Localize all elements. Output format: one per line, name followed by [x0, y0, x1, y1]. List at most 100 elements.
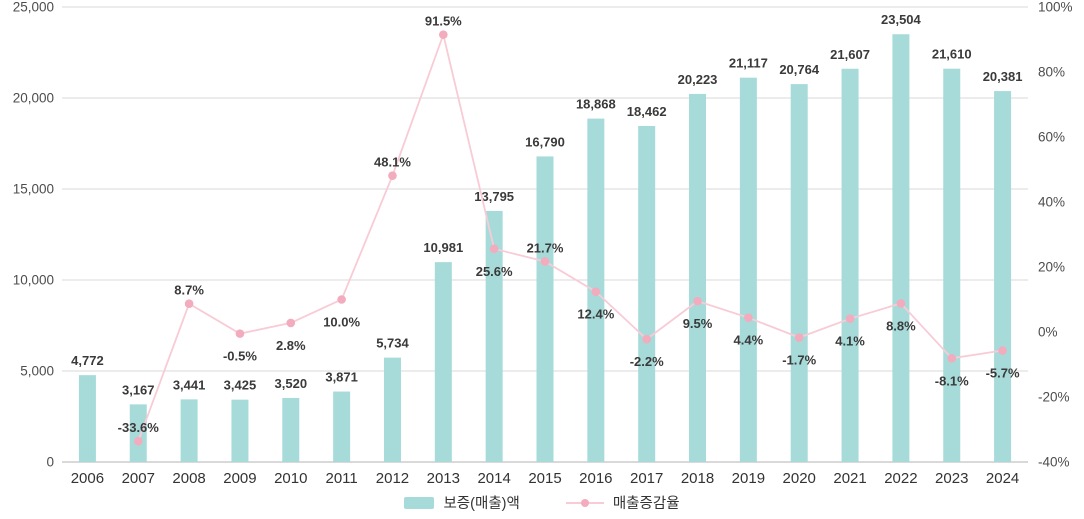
line-marker [998, 346, 1007, 355]
growth-value-label: 8.8% [886, 318, 916, 333]
bar [485, 210, 503, 462]
growth-value-label: -8.1% [935, 373, 969, 388]
x-axis-year-label: 2022 [884, 470, 917, 487]
growth-value-label: 21.7% [527, 240, 564, 255]
bar [383, 357, 401, 462]
right-axis-tick: 20% [1038, 260, 1065, 275]
bar [536, 156, 554, 462]
left-axis-tick: 15,000 [13, 182, 54, 197]
bar [892, 34, 910, 462]
left-axis-tick: 10,000 [13, 273, 54, 288]
x-axis-year-label: 2006 [71, 470, 104, 487]
x-axis-year-label: 2016 [579, 470, 612, 487]
left-axis-tick: 5,000 [20, 364, 54, 379]
x-axis-year-label: 2010 [274, 470, 307, 487]
x-axis-year-label: 2014 [477, 470, 510, 487]
bar [841, 68, 859, 463]
line-marker [896, 299, 906, 308]
x-axis-year-label: 2009 [223, 470, 256, 487]
x-axis-year-label: 2008 [172, 470, 205, 487]
bar-value-label: 21,610 [932, 47, 972, 62]
line-marker [133, 436, 143, 446]
right-axis-tick: 0% [1038, 325, 1058, 340]
x-axis-year-label: 2021 [833, 470, 866, 487]
bar [638, 125, 656, 462]
growth-value-label: 12.4% [577, 307, 614, 322]
bar [333, 391, 351, 462]
x-axis-year-label: 2015 [528, 470, 561, 487]
line-marker [184, 299, 194, 309]
bar [129, 404, 147, 462]
growth-value-label: 4.1% [835, 334, 865, 349]
bar-value-labels: 4,772 3,167 3,441 3,425 3,520 3,871 5,734 10,98… [71, 12, 1022, 397]
right-axis-tick: 80% [1038, 65, 1065, 80]
growth-value-label: 91.5% [425, 14, 462, 29]
x-axis-year-label: 2012 [376, 470, 409, 487]
line-marker [591, 287, 601, 297]
growth-value-label: -2.2% [630, 354, 664, 369]
line-marker [845, 314, 855, 323]
growth-value-label: -1.7% [782, 353, 816, 368]
bar [434, 262, 452, 462]
bar [78, 375, 96, 462]
bar [790, 84, 808, 462]
line-marker [947, 354, 957, 363]
line-marker [439, 30, 448, 39]
bar-value-label: 3,520 [275, 376, 308, 391]
x-axis-year-label: 2017 [630, 470, 663, 487]
growth-value-label: 9.5% [683, 316, 713, 331]
bar-value-label: 21,607 [830, 47, 870, 62]
growth-value-label: 2.8% [276, 338, 306, 353]
bar [943, 68, 961, 462]
bar [231, 399, 249, 462]
x-axis-year-label: 2019 [732, 470, 765, 487]
growth-value-label: 8.7% [174, 283, 204, 298]
growth-value-label: 4.4% [734, 333, 764, 348]
x-axis-year-label: 2011 [325, 470, 357, 487]
right-axis-tick: 60% [1038, 130, 1065, 145]
growth-value-label: 10.0% [323, 315, 360, 330]
bar-value-label: 16,790 [525, 134, 565, 149]
line-marker [388, 171, 397, 180]
bar-value-label: 20,223 [678, 72, 718, 87]
line-marker [337, 295, 346, 304]
x-axis-year-label: 2007 [122, 470, 155, 487]
growth-value-label: -33.6% [118, 420, 160, 435]
bar [994, 91, 1012, 463]
bar [739, 77, 757, 463]
growth-value-label: -0.5% [223, 349, 257, 364]
line-marker [489, 244, 499, 254]
bar [282, 397, 300, 462]
line-marker [794, 333, 804, 342]
growth-value-label: -5.7% [986, 366, 1020, 381]
growth-labels: -33.6% 8.7% -0.5% 2.8% 10.0% 48.1% 91.5% 25.6% 2… [118, 14, 1020, 436]
line-marker [642, 334, 651, 344]
right-axis-tick: 100% [1038, 0, 1073, 15]
right-axis-tick: -40% [1038, 455, 1070, 470]
right-axis-tick: 40% [1038, 195, 1065, 210]
bar-value-label: 13,795 [474, 189, 514, 204]
line-group [133, 30, 1007, 446]
left-axis-labels: 0 5,000 10,000 15,000 20,000 25,000 [13, 0, 54, 470]
left-axis-tick: 25,000 [13, 0, 54, 15]
legend-item-growth[interactable]: 매출증감율 [565, 492, 680, 513]
legend-growth-label: 매출증감율 [612, 496, 680, 512]
legend-item-sales[interactable]: 보증(매출)액 [404, 492, 520, 513]
bar-value-label: 20,764 [779, 62, 820, 77]
bar-value-label: 18,462 [627, 104, 667, 119]
left-axis-tick: 20,000 [13, 91, 54, 106]
bar-value-label: 10,981 [423, 240, 463, 255]
left-axis-tick: 0 [46, 455, 54, 470]
chart-legend: 보증(매출)액 매출증감율 [0, 492, 1084, 513]
legend-line-swatch-icon [565, 497, 604, 509]
right-axis-tick: -20% [1038, 390, 1070, 405]
growth-line [137, 31, 1003, 442]
bar [180, 399, 198, 462]
legend-sales-label: 보증(매출)액 [443, 496, 520, 512]
bar-value-label: 3,441 [173, 377, 206, 392]
bar-value-label: 3,425 [224, 378, 257, 393]
bar-value-label: 3,167 [122, 382, 155, 397]
bar-value-label: 20,381 [983, 69, 1023, 84]
